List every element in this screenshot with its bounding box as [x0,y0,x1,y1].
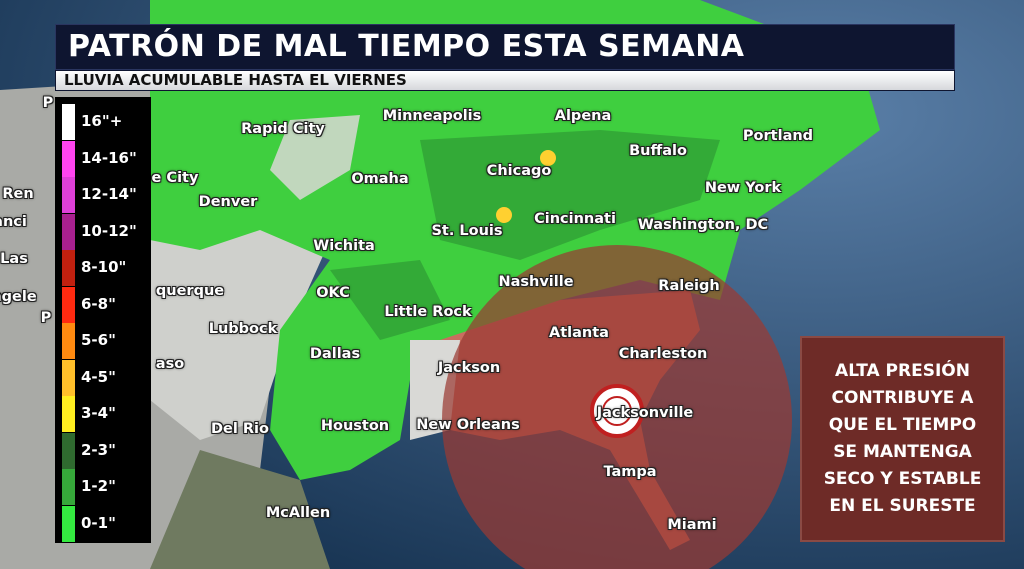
city-label: Denver [198,194,258,210]
land-dry-plains [270,115,360,200]
legend-item: 3-4" [62,396,148,432]
city-label: Tampa [603,464,657,480]
city-label: Dallas [309,346,361,362]
city-label: Del Rio [211,421,269,437]
rain-spot-illinois [496,207,512,223]
legend-item: 2-3" [62,432,148,469]
title: PATRÓN DE MAL TIEMPO ESTA SEMANA [68,29,745,64]
legend-item: 8-10" [62,250,148,286]
legend-swatch [62,396,75,432]
high-pressure-marker-ring [602,396,632,426]
legend-item: 14-16" [62,140,148,177]
city-label: P [40,310,52,326]
legend-swatch [62,250,75,286]
legend-item: 4-5" [62,359,148,396]
legend-swatch [62,177,75,213]
land-darker-green [330,130,720,340]
mexico [150,450,330,569]
city-label: Chicago [486,163,552,179]
legend-label: 14-16" [81,148,137,167]
legend-swatch [62,505,75,542]
legend-item: 5-6" [62,323,148,359]
legend-label: 2-3" [81,440,116,459]
legend-swatch [62,469,75,505]
high-pressure-marker [590,384,644,438]
legend-item: 1-2" [62,469,148,505]
subtitle: LLUVIA ACUMULABLE HASTA EL VIERNES [64,71,407,89]
city-label: Jacksonville [596,405,694,421]
legend-swatch [62,140,75,177]
legend-label: 4-5" [81,367,116,386]
city-label: querque [155,283,225,299]
city-label: St. Louis [431,223,503,239]
legend-swatch [62,104,75,140]
legend-label: 0-1" [81,513,116,532]
city-label: P [42,95,54,111]
legend-label: 6-8" [81,294,116,313]
info-text: ALTA PRESIÓN CONTRIBUYE A QUE EL TIEMPO … [823,361,982,516]
legend-label: 3-4" [81,404,116,422]
city-label: Buffalo [629,143,687,159]
legend-swatch [62,323,75,359]
city-label: Rapid City [241,121,325,137]
city-label: aso [155,356,185,372]
legend-swatch [62,359,75,396]
legend-swatch [62,286,75,323]
city-label: Houston [320,418,390,434]
legend-label: 16"+ [81,112,123,130]
city-label: e City [151,170,199,186]
city-label: Washington, DC [637,217,769,233]
city-label: New York [704,180,782,196]
city-label: Charleston [618,346,708,362]
city-label: Portland [742,128,814,144]
legend-label: 10-12" [81,221,137,240]
city-label: Las [0,251,28,267]
legend-item: 12-14" [62,177,148,213]
city-label: Alpena [554,108,612,124]
city-label: Ren [2,186,34,202]
city-label: Lubbock [208,321,278,337]
city-label: Raleigh [658,278,720,294]
city-label: Miami [667,517,717,533]
city-label: OKC [316,285,350,301]
city-label: ngele [0,289,37,305]
legend-item: 0-1" [62,505,148,542]
city-label: Nashville [498,274,574,290]
city-label: Minneapolis [382,108,482,124]
rain-spot-chicago [540,150,556,166]
info-box: ALTA PRESIÓN CONTRIBUYE A QUE EL TIEMPO … [800,336,1005,542]
legend-item: 6-8" [62,286,148,323]
legend-swatch [62,432,75,469]
legend-label: 8-10" [81,258,127,276]
legend-label: 1-2" [81,477,116,495]
legend-swatch [62,213,75,250]
city-label: Atlanta [549,325,609,341]
city-label: New Orleans [416,417,520,433]
city-label: Wichita [313,238,375,254]
legend-item: 10-12" [62,213,148,250]
subtitle-bar: LLUVIA ACUMULABLE HASTA EL VIERNES [55,70,955,91]
city-label: anci [0,214,27,230]
city-label: Little Rock [384,304,472,320]
city-label: Jackson [437,360,501,376]
land-dry-southwest [150,200,330,440]
legend-label: 5-6" [81,331,116,349]
rainfall-legend: 16"+ 14-16" 12-14" 10-12" 8-10" 6-8" 5-6" 4-5" 3… [55,97,151,543]
city-label: Cincinnati [534,211,616,227]
legend-label: 12-14" [81,185,137,203]
city-label: Omaha [351,171,409,187]
legend-item: 16"+ [62,104,148,140]
title-bar: PATRÓN DE MAL TIEMPO ESTA SEMANA [55,24,955,70]
city-label: McAllen [265,505,331,521]
